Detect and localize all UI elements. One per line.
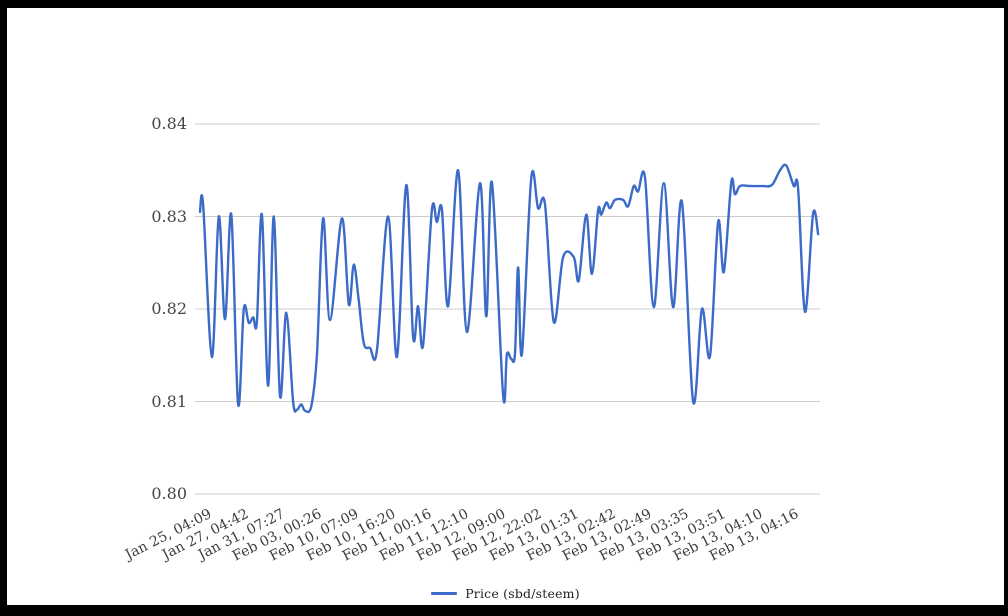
y-axis-tick-label: 0.84 — [151, 114, 187, 133]
chart-canvas: Price (sbd/steem) 0.84 0.83 0.82 0.81 0.80 Ja… — [7, 8, 1004, 605]
price-line-chart — [195, 123, 820, 495]
y-axis-tick-label: 0.80 — [151, 484, 187, 503]
legend-line-swatch — [431, 592, 458, 595]
y-axis-tick-label: 0.81 — [151, 391, 187, 411]
legend-series-label: Price (sbd/steem) — [465, 586, 580, 601]
y-axis-tick-label: 0.83 — [151, 206, 187, 226]
chart-legend: Price (sbd/steem) — [7, 586, 1004, 601]
price-series-line — [198, 163, 820, 414]
y-axis-tick-label: 0.82 — [151, 299, 187, 318]
